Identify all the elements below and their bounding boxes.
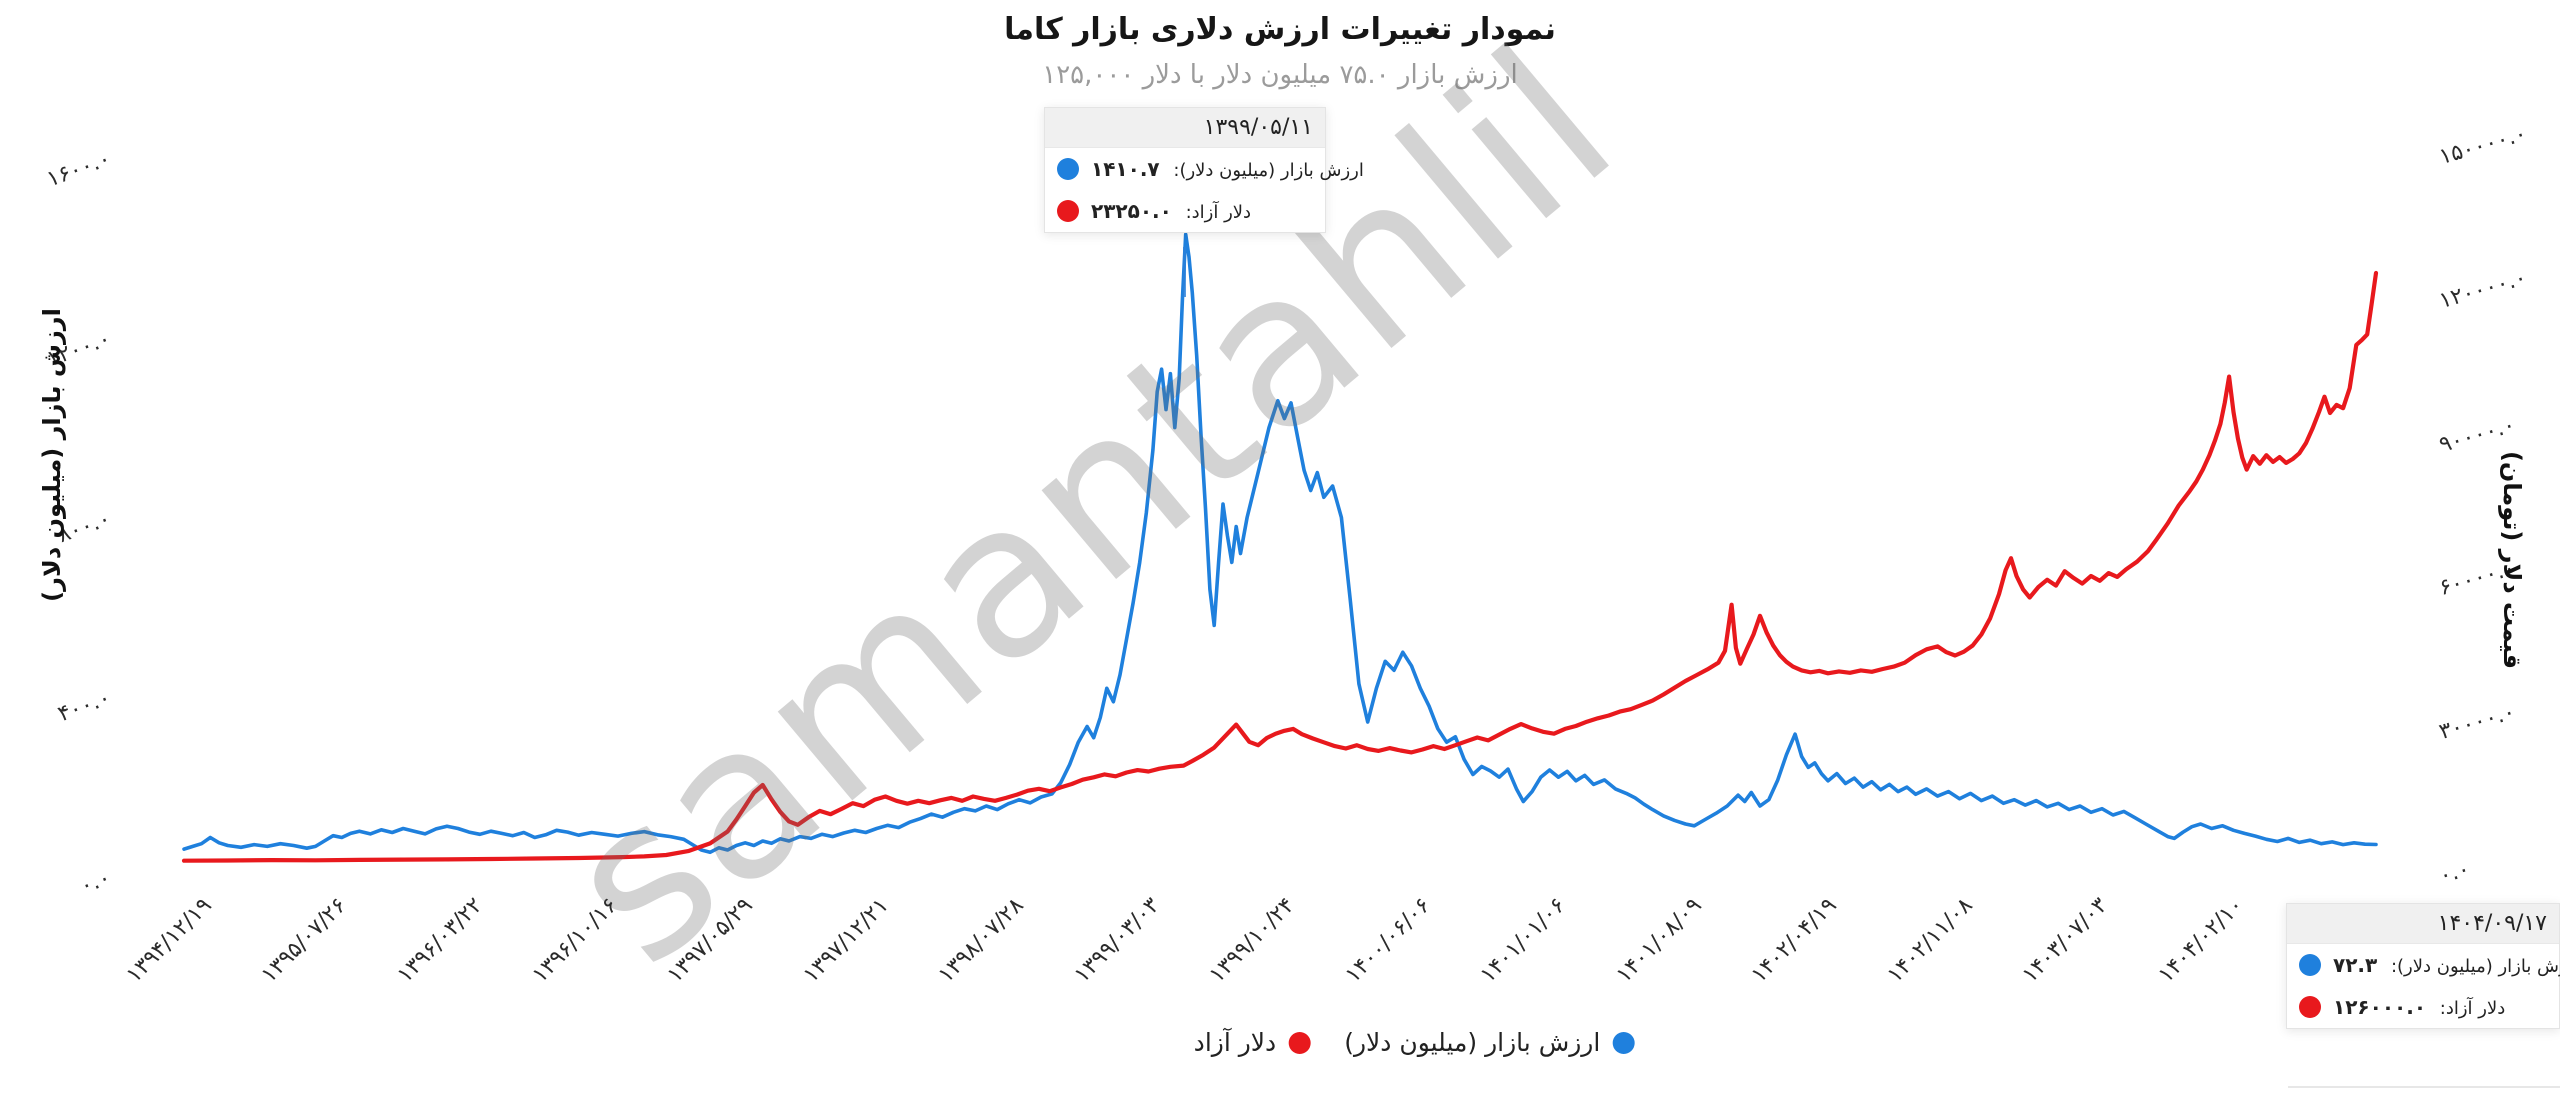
tooltip-row-text: ارزش بازار (میلیون دلار): ۷۲.۳: [2333, 953, 2560, 977]
red-series-dot: [1288, 1031, 1311, 1054]
free-dollar-line[interactable]: [181, 270, 2379, 863]
tooltip-row-market-value: ارزش بازار (میلیون دلار): ۱۴۱۰.۷: [1045, 148, 1364, 190]
blue-series-dot: [1057, 158, 1079, 180]
tooltip-row-free-dollar: دلار آزاد: ۲۳۲۵۰.۰: [1045, 190, 1325, 232]
legend: ارزش بازار (میلیون دلار) دلار آزاد: [1194, 1028, 1635, 1057]
market-value-line[interactable]: [182, 232, 2378, 855]
legend-label: دلار آزاد: [1193, 1028, 1277, 1057]
tooltip-top: ۱۳۹۹/۰۵/۱۱ ارزش بازار (میلیون دلار): ۱۴۱…: [1044, 107, 1364, 233]
blue-series-dot: [2299, 954, 2321, 976]
tooltip-date: ۱۴۰۴/۰۹/۱۷: [2287, 904, 2559, 944]
tooltip-bottom: ۱۴۰۴/۰۹/۱۷ ارزش بازار (میلیون دلار): ۷۲.…: [2286, 903, 2560, 1029]
tooltip-row-free-dollar: دلار آزاد: ۱۲۶۰۰۰.۰: [2287, 986, 2559, 1028]
chart-subtitle: ارزش بازار ۷۵.۰ میلیون دلار با دلار ۱۲۵,…: [1042, 60, 1518, 90]
red-series-dot: [2299, 996, 2321, 1018]
legend-item-market-value[interactable]: ارزش بازار (میلیون دلار): [1344, 1028, 1635, 1057]
blue-series-dot: [1612, 1031, 1635, 1054]
right-axis-title: قیمت دلار (تومان): [2498, 450, 2526, 670]
tooltip-row-text: دلار آزاد: ۲۳۲۵۰.۰: [1091, 199, 1252, 223]
left-axis-title: ارزش بازار (میلیون دلار): [38, 308, 66, 602]
tooltip-row-market-value: ارزش بازار (میلیون دلار): ۷۲.۳: [2287, 944, 2560, 986]
legend-label: ارزش بازار (میلیون دلار): [1344, 1028, 1601, 1057]
tooltip-row-text: دلار آزاد: ۱۲۶۰۰۰.۰: [2333, 995, 2506, 1019]
tooltip-row-text: ارزش بازار (میلیون دلار): ۱۴۱۰.۷: [1091, 157, 1364, 181]
red-series-dot: [1057, 200, 1079, 222]
tooltip-bottom-edge-line: [2288, 1086, 2560, 1088]
tooltip-date: ۱۳۹۹/۰۵/۱۱: [1045, 108, 1325, 148]
legend-item-free-dollar[interactable]: دلار آزاد: [1194, 1028, 1311, 1057]
page-title: نمودار تغییرات ارزش دلاری بازار کاما: [1004, 12, 1556, 47]
tooltip-pointer-line: [1183, 247, 1186, 297]
